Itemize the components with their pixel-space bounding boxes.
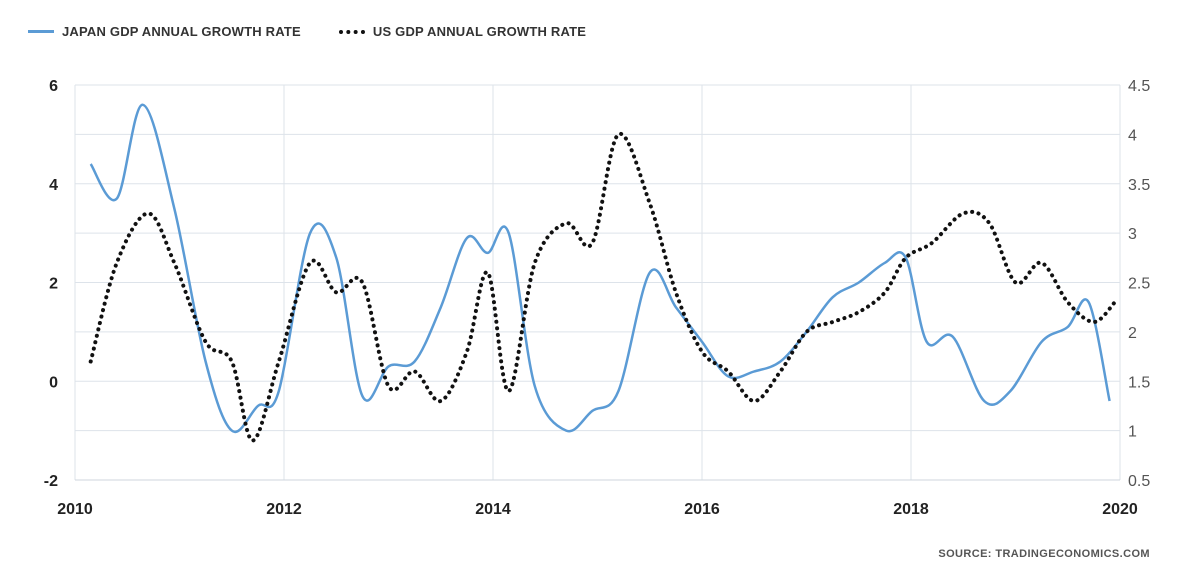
- y-left-tick-label: -2: [44, 473, 58, 490]
- legend: JAPAN GDP ANNUAL GROWTH RATE US GDP ANNU…: [28, 24, 624, 39]
- y-right-tick-label: 2.5: [1128, 276, 1150, 293]
- y-right-tick-label: 1: [1128, 424, 1137, 441]
- grid-layer: [74, 84, 1121, 481]
- x-tick-label: 2016: [684, 501, 720, 518]
- axis-layer: 6 4 2 0 -2 2010 2012 2014 2016 2018 2020 4.5 4 3.5 3 2.…: [44, 78, 1151, 518]
- y-right-tick-label: 2: [1128, 325, 1137, 342]
- legend-item-japan[interactable]: JAPAN GDP ANNUAL GROWTH RATE: [28, 24, 301, 39]
- source-credit: SOURCE: TRADINGECONOMICS.COM: [938, 548, 1150, 560]
- y-right-tick-label: 1.5: [1128, 374, 1150, 391]
- y-left-tick-label: 6: [49, 78, 58, 95]
- x-tick-label: 2018: [893, 501, 929, 518]
- legend-item-us[interactable]: US GDP ANNUAL GROWTH RATE: [338, 24, 587, 39]
- y-right-tick-label: 4: [1128, 127, 1137, 144]
- x-tick-label: 2012: [266, 501, 302, 518]
- y-right-tick-label: 0.5: [1128, 473, 1150, 490]
- y-left-tick-label: 0: [49, 374, 58, 391]
- x-tick-label: 2020: [1102, 501, 1138, 518]
- y-right-tick-label: 4.5: [1128, 78, 1150, 95]
- y-left-tick-label: 2: [49, 276, 58, 293]
- y-right-tick-label: 3: [1128, 226, 1137, 243]
- y-left-tick-label: 4: [49, 177, 58, 194]
- y-right-tick-label: 3.5: [1128, 177, 1150, 194]
- legend-label-japan: JAPAN GDP ANNUAL GROWTH RATE: [62, 24, 301, 39]
- series-line-us: [88, 132, 1117, 443]
- series-line-japan: [89, 103, 1111, 434]
- series-layer: [88, 103, 1117, 443]
- legend-swatch-japan: [28, 30, 54, 33]
- legend-swatch-us: [338, 29, 365, 34]
- x-tick-label: 2014: [475, 501, 511, 518]
- x-tick-label: 2010: [57, 501, 93, 518]
- legend-label-us: US GDP ANNUAL GROWTH RATE: [372, 24, 587, 39]
